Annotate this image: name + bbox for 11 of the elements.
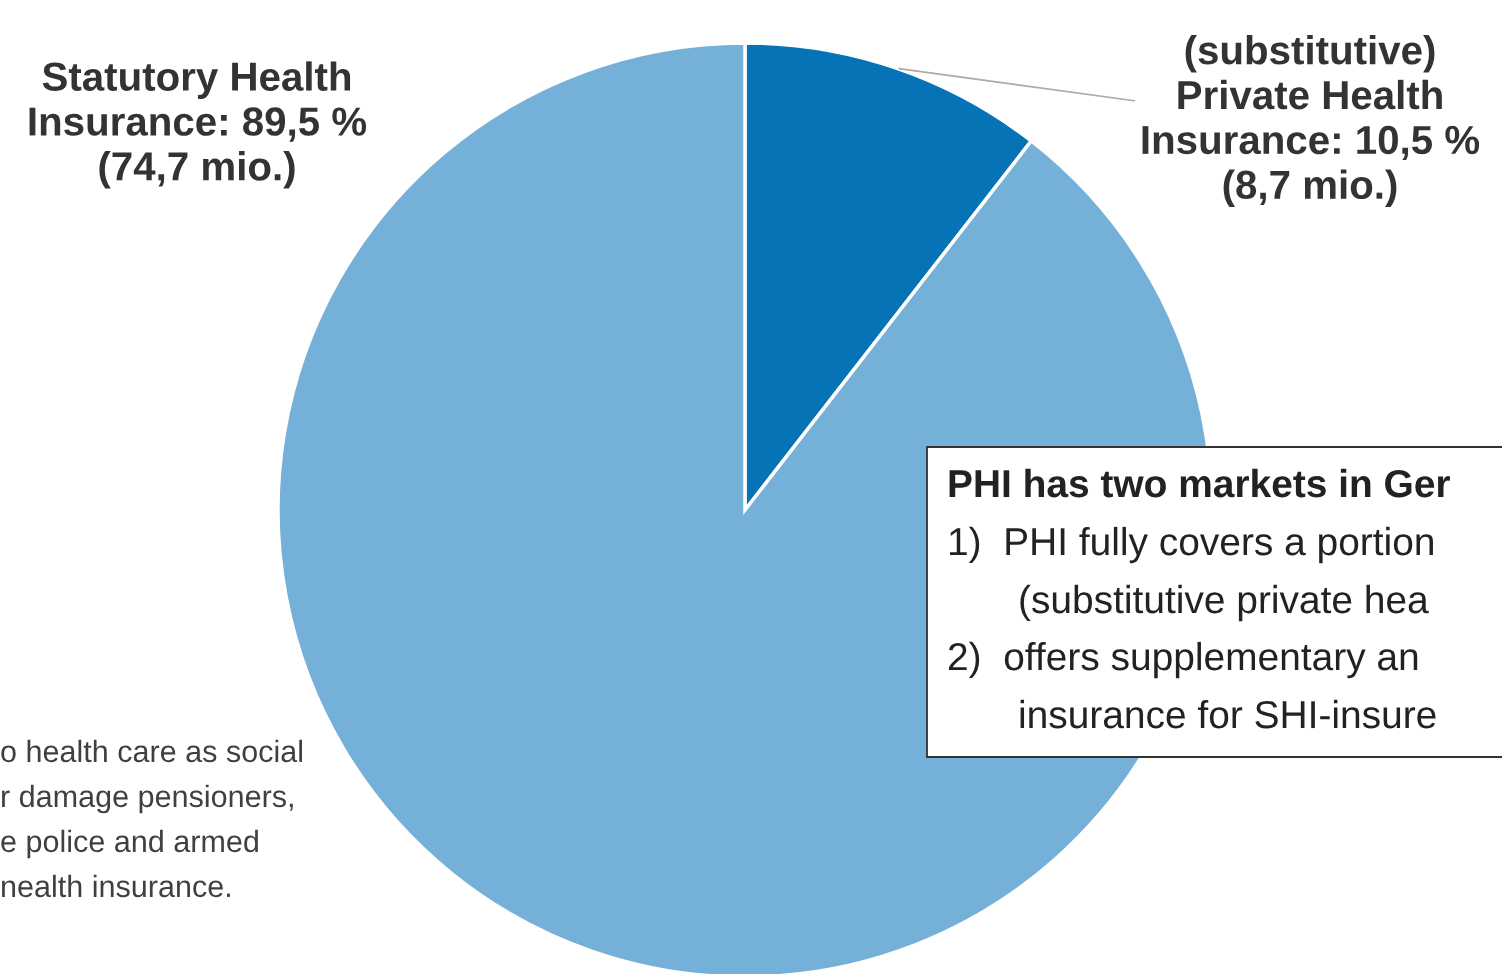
slice-label: (substitutive) Private Health Insurance: 10,5 % (8,7 mio.) <box>1142 34 1480 208</box>
text: (substitutive private hea <box>1020 584 1429 622</box>
text: nealth insurance. <box>2 874 230 898</box>
text: 1) PHI fully covers a portion <box>949 526 1433 564</box>
text: PHI has two markets in Ger <box>949 468 1450 498</box>
text: insurance for SHI-insure <box>1020 699 1436 729</box>
text: r damage pensioners, <box>2 784 293 814</box>
text: e police and armed <box>1 829 258 859</box>
slice-label: Statutory Health Insurance: 89,5 % (74,7 mio.) <box>29 61 367 189</box>
text: o health care as social <box>1 739 302 763</box>
text: 2) offers supplementary an <box>948 641 1418 679</box>
